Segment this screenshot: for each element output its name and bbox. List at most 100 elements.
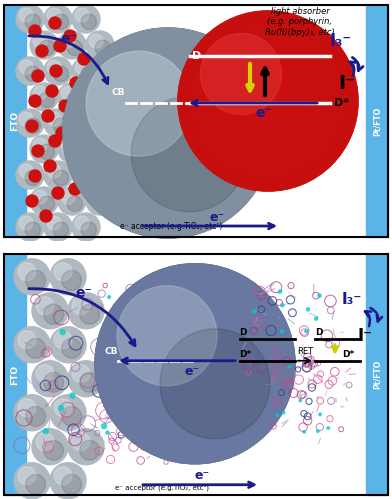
Circle shape bbox=[39, 144, 54, 160]
Circle shape bbox=[44, 213, 72, 241]
Circle shape bbox=[75, 112, 89, 126]
Circle shape bbox=[160, 329, 270, 439]
Circle shape bbox=[32, 429, 68, 465]
Circle shape bbox=[68, 293, 104, 329]
Circle shape bbox=[155, 436, 158, 438]
Circle shape bbox=[131, 96, 247, 212]
Circle shape bbox=[67, 196, 82, 212]
Circle shape bbox=[63, 28, 273, 238]
Bar bbox=[4, 254, 26, 495]
Circle shape bbox=[167, 446, 170, 449]
Circle shape bbox=[42, 110, 54, 122]
Circle shape bbox=[58, 187, 86, 215]
Circle shape bbox=[49, 135, 61, 147]
Circle shape bbox=[108, 75, 212, 180]
Circle shape bbox=[102, 424, 107, 429]
Circle shape bbox=[75, 164, 89, 178]
Circle shape bbox=[74, 157, 86, 169]
Text: D*: D* bbox=[342, 350, 354, 359]
Circle shape bbox=[207, 39, 327, 160]
Circle shape bbox=[39, 196, 54, 212]
Circle shape bbox=[303, 431, 305, 433]
Circle shape bbox=[33, 138, 47, 152]
Circle shape bbox=[74, 40, 258, 224]
Circle shape bbox=[96, 63, 228, 195]
Circle shape bbox=[86, 120, 98, 132]
Circle shape bbox=[30, 31, 58, 59]
Text: CB: CB bbox=[105, 347, 118, 356]
Text: FTO: FTO bbox=[11, 111, 20, 131]
Circle shape bbox=[299, 399, 301, 402]
Circle shape bbox=[59, 100, 71, 112]
Circle shape bbox=[307, 308, 310, 311]
Circle shape bbox=[18, 262, 36, 281]
Circle shape bbox=[319, 413, 321, 416]
Circle shape bbox=[29, 95, 41, 107]
Circle shape bbox=[36, 365, 54, 383]
Circle shape bbox=[33, 190, 47, 204]
Circle shape bbox=[67, 40, 82, 55]
Circle shape bbox=[19, 8, 33, 22]
Circle shape bbox=[50, 395, 86, 431]
Circle shape bbox=[25, 14, 40, 29]
Circle shape bbox=[75, 60, 89, 74]
Circle shape bbox=[94, 127, 106, 139]
Text: I₃⁻: I₃⁻ bbox=[330, 32, 352, 50]
Circle shape bbox=[81, 170, 96, 186]
Circle shape bbox=[44, 372, 64, 392]
Circle shape bbox=[50, 463, 86, 499]
Circle shape bbox=[58, 135, 86, 163]
Circle shape bbox=[16, 57, 44, 85]
Circle shape bbox=[63, 28, 273, 238]
Circle shape bbox=[19, 112, 33, 126]
Circle shape bbox=[127, 383, 130, 386]
Circle shape bbox=[80, 372, 100, 392]
Circle shape bbox=[72, 57, 100, 85]
Text: D: D bbox=[239, 328, 247, 337]
Circle shape bbox=[192, 25, 342, 175]
Circle shape bbox=[44, 57, 72, 85]
Circle shape bbox=[16, 5, 44, 33]
Circle shape bbox=[25, 222, 40, 238]
Circle shape bbox=[67, 144, 82, 160]
Circle shape bbox=[118, 346, 120, 349]
Circle shape bbox=[25, 170, 40, 186]
Circle shape bbox=[106, 397, 109, 400]
Circle shape bbox=[141, 111, 167, 137]
Circle shape bbox=[178, 11, 358, 191]
Circle shape bbox=[280, 330, 284, 333]
Circle shape bbox=[32, 361, 68, 397]
Circle shape bbox=[56, 127, 68, 139]
Circle shape bbox=[62, 270, 82, 290]
Circle shape bbox=[14, 259, 50, 295]
Circle shape bbox=[53, 66, 69, 81]
Circle shape bbox=[94, 185, 106, 197]
Circle shape bbox=[120, 405, 123, 407]
Circle shape bbox=[14, 327, 50, 363]
Circle shape bbox=[89, 86, 103, 100]
Text: Pt/FTO: Pt/FTO bbox=[372, 106, 381, 136]
Circle shape bbox=[32, 293, 68, 329]
Circle shape bbox=[14, 463, 50, 499]
Circle shape bbox=[44, 441, 64, 460]
Circle shape bbox=[58, 31, 86, 59]
Circle shape bbox=[156, 362, 160, 367]
Circle shape bbox=[53, 222, 69, 238]
Text: e⁻: e⁻ bbox=[255, 106, 272, 120]
Circle shape bbox=[44, 5, 72, 33]
Circle shape bbox=[98, 155, 110, 167]
Text: I₃⁻: I₃⁻ bbox=[342, 292, 362, 307]
Circle shape bbox=[315, 317, 318, 320]
Circle shape bbox=[26, 195, 38, 207]
Circle shape bbox=[86, 31, 114, 59]
Circle shape bbox=[75, 216, 89, 230]
Circle shape bbox=[47, 164, 61, 178]
Circle shape bbox=[43, 429, 48, 434]
Text: e⁻: e⁻ bbox=[210, 211, 225, 224]
Circle shape bbox=[18, 467, 36, 485]
Text: FTO: FTO bbox=[11, 365, 20, 385]
Circle shape bbox=[60, 329, 65, 335]
Circle shape bbox=[106, 431, 109, 434]
Circle shape bbox=[70, 393, 75, 398]
Circle shape bbox=[61, 190, 75, 204]
